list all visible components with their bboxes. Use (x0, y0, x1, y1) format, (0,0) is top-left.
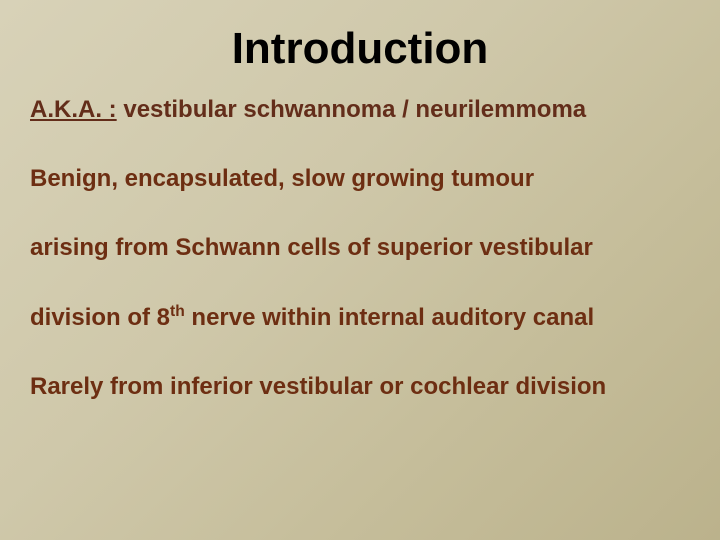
aka-value: vestibular schwannoma / neurilemmoma (117, 96, 586, 123)
slide-title: Introduction (0, 0, 720, 94)
body-line-3: division of 8th nerve within internal au… (30, 302, 690, 333)
body-line-3-pre: division of 8 (30, 304, 170, 331)
body-line-2: arising from Schwann cells of superior v… (30, 232, 690, 263)
body-line-3-post: nerve within internal auditory canal (185, 304, 594, 331)
body-line-4: Rarely from inferior vestibular or cochl… (30, 371, 690, 402)
slide-content: A.K.A. : vestibular schwannoma / neurile… (0, 94, 720, 402)
aka-line: A.K.A. : vestibular schwannoma / neurile… (30, 94, 690, 125)
aka-label: A.K.A. : (30, 96, 117, 123)
body-line-3-sup: th (170, 303, 185, 320)
body-line-1: Benign, encapsulated, slow growing tumou… (30, 163, 690, 194)
